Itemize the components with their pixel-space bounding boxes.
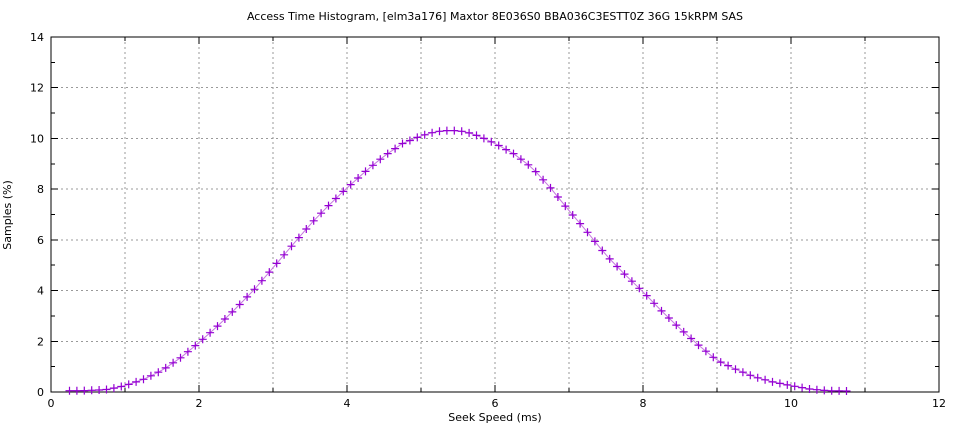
axis-ticks xyxy=(50,36,940,393)
x-tick-label: 0 xyxy=(48,397,55,410)
x-axis-label: Seek Speed (ms) xyxy=(448,411,541,424)
x-tick-label: 4 xyxy=(344,397,351,410)
y-tick-label: 4 xyxy=(37,285,44,298)
y-tick-label: 14 xyxy=(30,31,44,44)
x-tick-label: 8 xyxy=(640,397,647,410)
y-tick-label: 6 xyxy=(37,234,44,247)
y-axis-label: Samples (%) xyxy=(1,180,14,250)
data-series xyxy=(65,126,851,395)
x-tick-label: 2 xyxy=(196,397,203,410)
chart-title: Access Time Histogram, [elm3a176] Maxtor… xyxy=(247,10,743,23)
series-plus-markers xyxy=(65,126,851,395)
x-tick-label: 12 xyxy=(932,397,946,410)
y-tick-label: 8 xyxy=(37,183,44,196)
x-tick-label: 10 xyxy=(784,397,798,410)
y-tick-label: 12 xyxy=(30,82,44,95)
axis-tick-labels: 0 2 4 6 8 10 12 0 2 4 6 8 10 12 14 xyxy=(30,31,946,410)
gridlines xyxy=(51,37,939,392)
y-tick-label: 0 xyxy=(37,386,44,399)
y-tick-label: 2 xyxy=(37,335,44,348)
y-tick-label: 10 xyxy=(30,132,44,145)
x-tick-label: 6 xyxy=(492,397,499,410)
